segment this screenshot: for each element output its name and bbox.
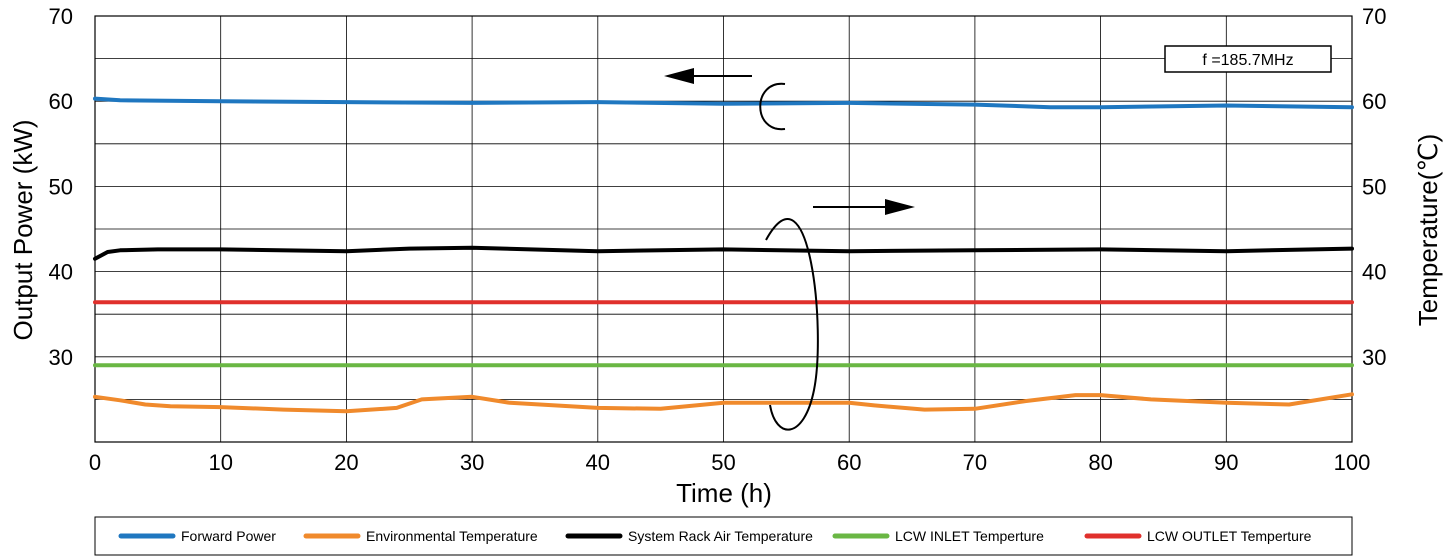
- tick-labels: 0 10 20 30 40 50 60 70 80 90 100 30 30 40 40 50 50 60 60 70…: [49, 4, 1387, 475]
- y-axis-title-right: Temperature(℃): [1413, 134, 1443, 326]
- legend-label: Forward Power: [181, 528, 276, 544]
- x-tick-label: 80: [1088, 450, 1112, 475]
- y-tick-label-left: 60: [49, 89, 73, 114]
- frequency-label: f =185.7MHz: [1202, 52, 1293, 69]
- legend: Forward Power Environmental Temperature Sy…: [94, 516, 1353, 556]
- y-tick-label-left: 30: [49, 345, 73, 370]
- plot-frame: [94, 15, 1353, 443]
- x-tick-label: 60: [837, 450, 861, 475]
- grid: [94, 15, 1353, 443]
- x-tick-label: 10: [208, 450, 232, 475]
- temperature-bracket: [765, 218, 819, 431]
- series-line-environmental-temperature: [93, 392, 1354, 414]
- x-tick-label: 40: [586, 450, 610, 475]
- legend-item: System Rack Air Temperature: [565, 528, 813, 544]
- legend-label: System Rack Air Temperature: [628, 528, 813, 544]
- frequency-box: [1164, 45, 1332, 73]
- y-tick-label-right: 40: [1362, 260, 1386, 285]
- x-axis-title: Time (h): [676, 478, 772, 508]
- y-axis-title-left: Output Power (kW): [8, 119, 38, 340]
- y-tick-label-right: 50: [1362, 174, 1386, 199]
- series-line-system-rack-air-temperature: [93, 245, 1354, 261]
- legend-item: Forward Power: [118, 528, 276, 544]
- right-axis-arrow: [813, 199, 915, 215]
- x-tick-label: 0: [89, 450, 101, 475]
- legend-label: Environmental Temperature: [366, 528, 538, 544]
- x-tick-label: 90: [1214, 450, 1238, 475]
- power-bracket: [759, 82, 786, 131]
- x-tick-label: 100: [1334, 450, 1371, 475]
- legend-item: LCW INLET Temperture: [832, 528, 1044, 544]
- y-tick-label-right: 60: [1362, 89, 1386, 114]
- annotations: [664, 68, 915, 431]
- series-line-forward-power: [93, 96, 1354, 110]
- legend-item: LCW OUTLET Temperture: [1084, 528, 1312, 544]
- x-tick-label: 50: [711, 450, 735, 475]
- x-tick-label: 70: [963, 450, 987, 475]
- y-tick-label-left: 40: [49, 260, 73, 285]
- legend-label: LCW OUTLET Temperture: [1147, 528, 1312, 544]
- y-tick-label-left: 50: [49, 174, 73, 199]
- x-tick-label: 20: [334, 450, 358, 475]
- x-tick-label: 30: [460, 450, 484, 475]
- legend-label: LCW INLET Temperture: [895, 528, 1044, 544]
- left-axis-arrow: [664, 68, 752, 84]
- series-lines: [93, 96, 1354, 414]
- y-tick-label-left: 70: [49, 4, 73, 29]
- legend-item: Environmental Temperature: [303, 528, 538, 544]
- frequency-annotation: f =185.7MHz: [1164, 45, 1332, 73]
- y-tick-label-right: 70: [1362, 4, 1386, 29]
- y-tick-label-right: 30: [1362, 345, 1386, 370]
